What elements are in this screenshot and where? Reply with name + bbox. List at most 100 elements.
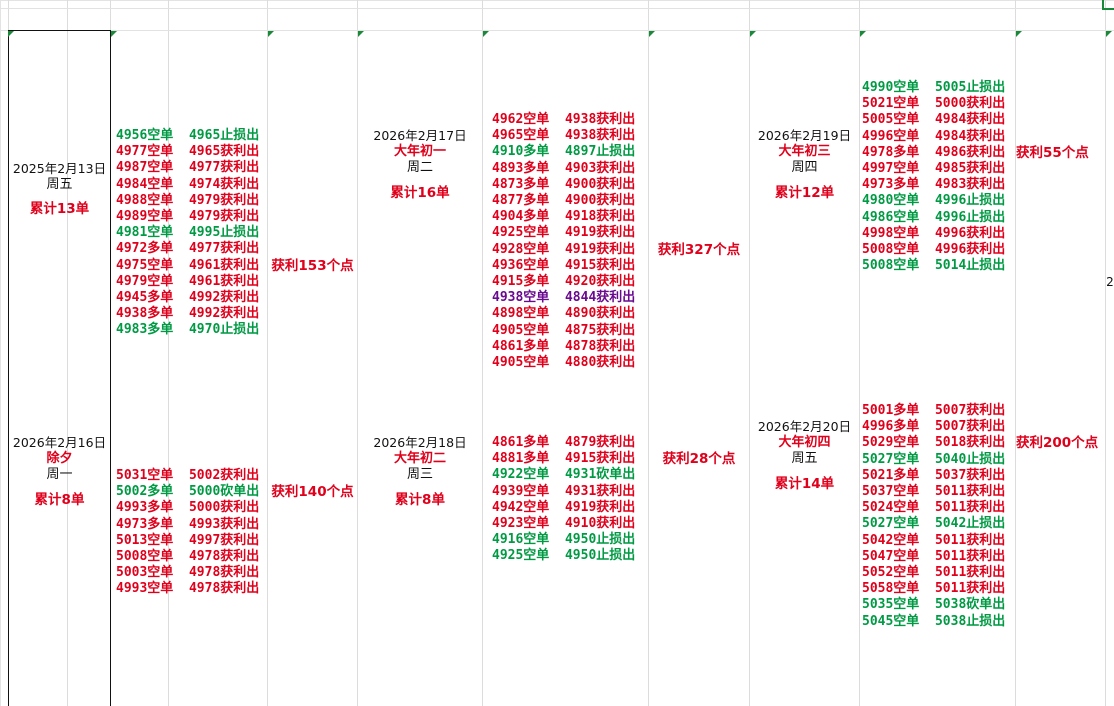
trade-list[interactable]: 5001多单 5007获利出 4996多单 5007获利出 5029空单 5018获… [862,403,1005,630]
trade-row: 4928空单 4919获利出 [492,241,636,257]
trade-row: 4993多单 5000获利出 [116,500,260,516]
cell-marker [1106,31,1112,37]
trade-row: 5003空单 4978获利出 [116,565,260,581]
trade-row: 5002多单 5000砍单出 [116,484,260,500]
trade-row: 4996多单 5007获利出 [862,419,1006,435]
trade-row: 5008空单 4996获利出 [862,242,1006,258]
profit-summary: 获利55个点 [1016,145,1089,161]
trade-row: 5045空单 5038止损出 [862,613,1006,629]
column-line [357,0,358,706]
day-cell[interactable]: 2026年2月17日 大年初一 周二 累计16单 [358,128,482,201]
profit-summary: 获利140个点 [271,484,354,500]
trade-row: 4877多单 4900获利出 [492,193,636,209]
order-count: 累计14单 [774,476,835,492]
cell-border-right [110,30,111,706]
trade-list[interactable]: 4861多单 4879获利出 4881多单 4915获利出 4922空单 4931砍… [492,435,635,565]
trade-row: 4979空单 4961获利出 [116,273,260,289]
trade-row: 5035空单 5038砍单出 [862,597,1006,613]
trade-row: 5001多单 5007获利出 [862,403,1006,418]
order-count: 累计16单 [390,185,450,201]
trade-row: 5031空单 5002获利出 [116,468,260,483]
trade-row: 5027空单 5042止损出 [862,516,1006,532]
weekday-label: 周一 [46,467,73,482]
column-line [648,0,649,706]
column-line [67,0,68,706]
trade-row: 4997空单 4985获利出 [862,161,1006,177]
cell-marker [111,31,117,37]
trade-row: 5024空单 5011获利出 [862,500,1006,516]
holiday-label: 大年初一 [393,144,446,159]
trade-row: 4904多单 4918获利出 [492,209,636,225]
trade-row: 4861多单 4879获利出 [492,435,636,450]
trade-row: 4962空单 4938获利出 [492,112,636,127]
cell-marker [1016,31,1022,37]
trade-row: 4925空单 4919获利出 [492,225,636,241]
date-label: 2026年2月18日 [373,435,467,450]
date-label: 2026年2月20日 [757,419,852,434]
day-cell[interactable]: 2026年2月19日 大年初三 周四 累计12单 [750,128,859,201]
trade-row: 5027空单 5040止损出 [862,451,1006,467]
date-label: 2025年2月13日 [12,161,107,176]
row-line [0,30,1114,31]
trade-row: 4990空单 5005止损出 [862,80,1006,95]
profit-summary: 获利200个点 [1016,435,1099,451]
day-cell[interactable]: 2026年2月20日 大年初四 周五 累计14单 [750,419,859,492]
trade-row: 4977空单 4965获利出 [116,144,260,160]
trade-row: 5052空单 5011获利出 [862,565,1006,581]
trade-row: 4978多单 4986获利出 [862,144,1006,160]
cell-marker [358,31,364,37]
trade-row: 4861多单 4878获利出 [492,338,636,354]
column-line [267,0,268,706]
day-cell[interactable]: 2025年2月13日 周五 累计13单 [9,161,110,217]
trade-row: 5013空单 4997获利出 [116,532,260,548]
trade-row: 4986空单 4996止损出 [862,209,1006,225]
trade-row: 4922空单 4931砍单出 [492,467,636,483]
trade-row: 4925空单 4950止损出 [492,548,636,564]
trade-row: 4881多单 4915获利出 [492,451,636,467]
trade-row: 4980空单 4996止损出 [862,193,1006,209]
trade-row: 4973多单 4993获利出 [116,516,260,532]
trade-row: 4983多单 4970止损出 [116,322,260,338]
trade-list[interactable]: 4956空单 4965止损出 4977空单 4965获利出 4987空单 4977获… [116,128,259,339]
trade-row: 5047空单 5011获利出 [862,548,1006,564]
selection-handle[interactable] [1102,0,1114,10]
trade-row: 4956空单 4965止损出 [116,128,260,143]
order-count: 累计13单 [29,201,90,217]
holiday-label: 除夕 [46,451,73,466]
holiday-label: 大年初四 [778,435,831,450]
trade-row: 5008空单 5014止损出 [862,258,1006,274]
trade-row: 4905空单 4875获利出 [492,322,636,338]
trade-row: 4916空单 4950止损出 [492,532,636,548]
trade-row: 5029空单 5018获利出 [862,435,1006,451]
order-count: 累计12单 [774,185,835,201]
date-label: 2026年2月17日 [373,128,467,143]
trade-row: 4984空单 4974获利出 [116,176,260,192]
trade-row: 4923空单 4910获利出 [492,516,636,532]
day-cell[interactable]: 2026年2月18日 大年初二 周三 累计8单 [358,435,482,508]
next-column-text: 2 [1106,275,1114,289]
trade-row: 4938空单 4844获利出 [492,290,636,306]
trade-row: 4988空单 4979获利出 [116,192,260,208]
trade-list[interactable]: 4990空单 5005止损出 5021空单 5000获利出 5005空单 4984获… [862,80,1005,274]
cell-marker [8,31,14,37]
column-line [168,0,169,706]
weekday-label: 周五 [791,451,818,466]
day-cell[interactable]: 2026年2月16日 除夕 周一 累计8单 [9,435,110,508]
trade-row: 4998空单 4996获利出 [862,225,1006,241]
trade-row: 4910多单 4897止损出 [492,144,636,160]
trade-row: 4965空单 4938获利出 [492,128,636,144]
trade-row: 4981空单 4995止损出 [116,225,260,241]
cell-marker [860,31,866,37]
order-count: 累计8单 [34,492,85,508]
trade-list[interactable]: 5031空单 5002获利出 5002多单 5000砍单出 4993多单 5000获… [116,468,259,598]
trade-row: 5021空单 5000获利出 [862,96,1006,112]
profit-summary: 获利28个点 [662,451,736,467]
date-label: 2026年2月16日 [12,435,107,450]
trade-list[interactable]: 4962空单 4938获利出 4965空单 4938获利出 4910多单 4897止… [492,112,635,371]
trade-row: 5037空单 5011获利出 [862,484,1006,500]
trade-row: 5042空单 5011获利出 [862,532,1006,548]
trade-row: 4996空单 4984获利出 [862,128,1006,144]
cell-marker [750,31,756,37]
column-line [859,0,860,706]
